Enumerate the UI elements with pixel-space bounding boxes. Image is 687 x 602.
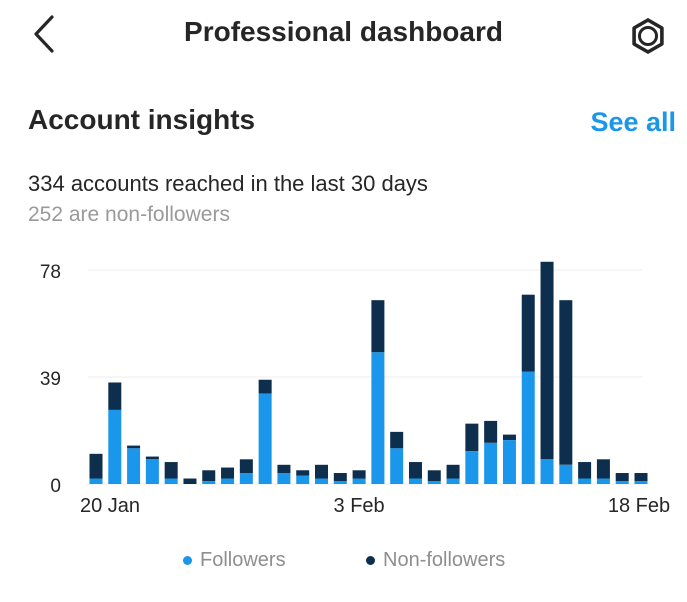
bar-non-followers bbox=[578, 462, 592, 479]
bar-followers bbox=[408, 478, 422, 484]
y-tick-label: 0 bbox=[50, 476, 61, 497]
bar-followers bbox=[333, 481, 347, 484]
bar-followers bbox=[427, 481, 441, 484]
bar-followers bbox=[540, 459, 554, 484]
bar-non-followers bbox=[371, 300, 385, 353]
bar-non-followers bbox=[559, 300, 573, 465]
bar-followers bbox=[502, 440, 516, 484]
bar-followers bbox=[89, 478, 103, 484]
non-followers-dot bbox=[366, 556, 375, 565]
reach-chart: 78 39 0 20 Jan 3 Feb 18 Feb bbox=[40, 261, 670, 517]
page-title: Professional dashboard bbox=[184, 16, 503, 47]
legend-non-followers: Non-followers bbox=[366, 549, 505, 572]
bar-followers bbox=[559, 464, 573, 484]
bar-non-followers bbox=[634, 473, 648, 482]
bar-followers bbox=[296, 475, 310, 484]
bar-followers bbox=[108, 409, 122, 484]
settings-button[interactable] bbox=[626, 14, 670, 58]
bar-non-followers bbox=[427, 470, 441, 482]
bar-non-followers bbox=[484, 420, 498, 443]
bar-followers bbox=[221, 478, 235, 484]
bar-followers bbox=[127, 448, 141, 484]
bar-followers bbox=[465, 451, 479, 484]
bar-followers bbox=[484, 442, 498, 484]
bar-followers bbox=[352, 478, 366, 484]
x-tick-label: 18 Feb bbox=[608, 495, 670, 517]
bar-non-followers bbox=[183, 478, 197, 484]
bar-followers bbox=[390, 448, 404, 484]
bar-followers bbox=[578, 478, 592, 484]
bar-non-followers bbox=[127, 445, 141, 449]
accounts-reached-text: 334 accounts reached in the last 30 days bbox=[28, 171, 428, 196]
bar-followers bbox=[277, 473, 291, 484]
bar-non-followers bbox=[596, 459, 610, 479]
bar-followers bbox=[634, 481, 648, 484]
legend-non-followers-label: Non-followers bbox=[383, 549, 506, 571]
bar-followers bbox=[164, 478, 178, 484]
bar-followers bbox=[371, 352, 385, 484]
x-tick-label: 20 Jan bbox=[80, 495, 140, 517]
x-tick-label: 3 Feb bbox=[334, 495, 385, 517]
bar-non-followers bbox=[615, 473, 629, 482]
bar-non-followers bbox=[89, 453, 103, 479]
bar-non-followers bbox=[164, 462, 178, 479]
legend-followers-label: Followers bbox=[200, 549, 286, 571]
bar-non-followers bbox=[502, 434, 516, 441]
see-all-link[interactable]: See all bbox=[590, 107, 676, 137]
bar-followers bbox=[145, 459, 159, 484]
bar-followers bbox=[258, 393, 272, 484]
bar-non-followers bbox=[352, 470, 366, 479]
bar-non-followers bbox=[521, 294, 535, 372]
y-tick-label: 39 bbox=[40, 369, 61, 390]
bar-non-followers bbox=[296, 470, 310, 476]
bar-non-followers bbox=[108, 382, 122, 410]
legend-followers: Followers bbox=[183, 549, 286, 572]
bar-followers bbox=[239, 473, 253, 484]
bar-non-followers bbox=[277, 464, 291, 474]
bar-non-followers bbox=[239, 459, 253, 474]
bar-non-followers bbox=[540, 261, 554, 460]
gear-icon bbox=[632, 18, 664, 54]
bar-non-followers bbox=[333, 473, 347, 482]
section-title: Account insights bbox=[28, 104, 256, 135]
bar-non-followers bbox=[465, 423, 479, 452]
bar-followers bbox=[521, 371, 535, 484]
non-followers-text: 252 are non-followers bbox=[28, 203, 230, 226]
bar-non-followers bbox=[258, 379, 272, 394]
y-tick-label: 78 bbox=[40, 262, 61, 283]
bar-non-followers bbox=[315, 464, 329, 479]
bar-followers bbox=[202, 481, 216, 484]
chevron-left-icon bbox=[34, 15, 54, 53]
bar-followers bbox=[615, 481, 629, 484]
bar-followers bbox=[315, 478, 329, 484]
bar-non-followers bbox=[221, 467, 235, 479]
top-bar: Professional dashboard bbox=[0, 0, 687, 70]
bar-non-followers bbox=[408, 462, 422, 479]
bar-non-followers bbox=[202, 470, 216, 482]
bar-followers bbox=[596, 478, 610, 484]
bar-non-followers bbox=[145, 456, 159, 460]
followers-dot bbox=[183, 556, 192, 565]
bar-followers bbox=[446, 478, 460, 484]
back-button[interactable] bbox=[24, 14, 64, 54]
bar-non-followers bbox=[446, 464, 460, 479]
bar-non-followers bbox=[390, 431, 404, 449]
